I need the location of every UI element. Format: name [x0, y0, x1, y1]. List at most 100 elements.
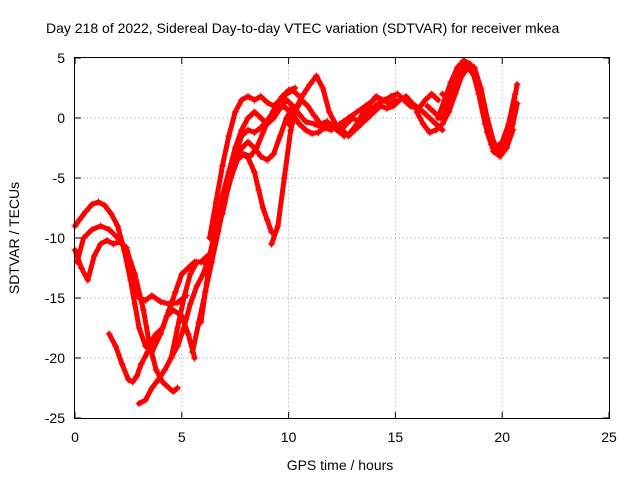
data-point-marker	[238, 96, 246, 104]
data-point-marker	[84, 276, 92, 284]
data-point-marker	[259, 128, 267, 136]
data-point-marker	[97, 222, 105, 230]
data-point-marker	[325, 108, 333, 116]
data-point-marker	[342, 120, 350, 128]
x-tick-label: 0	[71, 429, 79, 445]
data-point-marker	[451, 90, 459, 98]
data-point-marker	[406, 102, 414, 110]
data-point-marker	[496, 150, 504, 158]
data-point-marker	[101, 202, 109, 210]
data-point-marker	[131, 270, 139, 278]
data-point-marker	[159, 378, 167, 386]
data-point-marker	[263, 216, 271, 224]
data-point-marker	[75, 216, 83, 224]
data-point-marker	[193, 282, 201, 290]
series-arc-4	[105, 252, 211, 386]
data-point-marker	[355, 118, 363, 126]
data-point-marker	[191, 354, 199, 362]
data-point-marker	[381, 96, 389, 104]
data-point-marker	[317, 120, 325, 128]
data-point-marker	[257, 124, 265, 132]
data-point-marker	[300, 90, 308, 98]
data-point-marker	[159, 324, 167, 332]
data-point-marker	[329, 124, 337, 132]
y-tick-label: -5	[53, 170, 66, 186]
data-point-marker	[419, 108, 427, 116]
x-axis-label: GPS time / hours	[287, 457, 394, 473]
data-point-marker	[297, 96, 305, 104]
data-point-marker	[428, 90, 436, 98]
y-tick-label: 0	[57, 110, 65, 126]
data-point-marker	[426, 114, 434, 122]
data-point-marker	[257, 92, 265, 100]
series-arc-16	[413, 60, 517, 158]
data-point-marker	[507, 114, 515, 122]
data-point-marker	[308, 130, 316, 138]
data-point-marker	[206, 258, 214, 266]
data-point-marker	[368, 104, 376, 112]
data-point-marker	[502, 144, 510, 152]
data-point-marker	[263, 156, 271, 164]
data-point-marker	[430, 108, 438, 116]
data-point-marker	[276, 102, 284, 110]
data-point-marker	[246, 152, 254, 160]
data-point-marker	[263, 98, 271, 106]
data-point-marker	[374, 100, 382, 108]
data-point-marker	[458, 72, 466, 80]
data-point-marker	[477, 84, 485, 92]
data-point-marker	[77, 264, 85, 272]
data-point-marker	[114, 234, 122, 242]
data-point-marker	[250, 108, 258, 116]
data-point-marker	[118, 360, 126, 368]
data-point-marker	[276, 132, 284, 140]
data-point-marker	[302, 118, 310, 126]
data-point-marker	[171, 288, 179, 296]
data-point-marker	[400, 96, 408, 104]
data-point-marker	[419, 120, 427, 128]
data-point-marker	[432, 126, 440, 134]
series-trace	[269, 73, 441, 247]
x-tick-label: 20	[494, 429, 510, 445]
data-point-marker	[184, 330, 192, 338]
data-point-marker	[165, 384, 173, 392]
data-point-marker	[97, 240, 105, 248]
data-point-marker	[490, 138, 498, 146]
data-point-marker	[244, 138, 252, 146]
data-point-marker	[434, 96, 442, 104]
data-point-marker	[310, 120, 318, 128]
data-point-marker	[366, 100, 374, 108]
y-tick-label: 5	[57, 50, 65, 66]
data-point-marker	[231, 150, 239, 158]
y-tick-label: -25	[45, 410, 65, 426]
data-point-marker	[103, 236, 111, 244]
data-point-marker	[513, 80, 521, 88]
data-point-marker	[289, 86, 297, 94]
data-point-marker	[436, 114, 444, 122]
data-point-marker	[135, 324, 143, 332]
data-point-marker	[133, 372, 141, 380]
data-point-marker	[372, 92, 380, 100]
data-point-marker	[302, 126, 310, 134]
data-point-marker	[250, 128, 258, 136]
data-point-marker	[152, 330, 160, 338]
data-point-marker	[464, 60, 472, 68]
data-point-marker	[470, 64, 478, 72]
data-point-marker	[250, 168, 258, 176]
data-point-marker	[180, 324, 188, 332]
data-point-marker	[184, 264, 192, 272]
data-point-marker	[109, 240, 117, 248]
data-point-marker	[361, 112, 369, 120]
data-point-marker	[291, 108, 299, 116]
data-point-marker	[124, 376, 132, 384]
data-point-marker	[105, 226, 113, 234]
series-arc-15	[423, 60, 521, 156]
data-point-marker	[129, 378, 137, 386]
data-point-marker	[94, 198, 102, 206]
data-point-marker	[274, 222, 282, 230]
data-point-marker	[276, 96, 284, 104]
axis-ticks: 0 5 10 15 20 25 -25 -20 -15 -10 -5 0 5	[45, 50, 617, 445]
data-point-marker	[148, 336, 156, 344]
data-point-marker	[250, 96, 258, 104]
data-point-marker	[312, 72, 320, 80]
